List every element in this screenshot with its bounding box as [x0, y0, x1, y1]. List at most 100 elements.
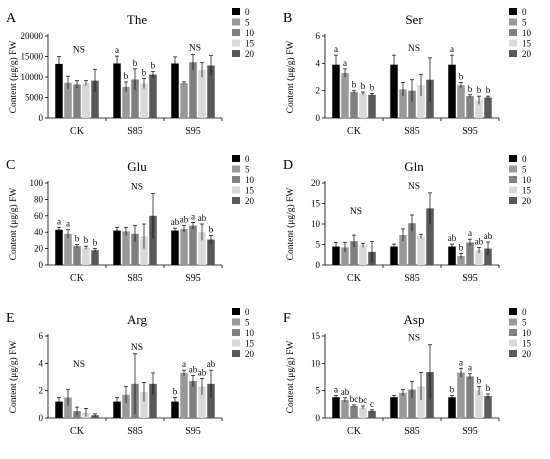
x-tick-label: CK	[70, 426, 85, 437]
bar	[113, 230, 121, 265]
bar	[457, 255, 465, 265]
legend-label: 15	[245, 339, 255, 349]
bar	[484, 396, 492, 418]
y-tick-label: 4	[316, 58, 321, 68]
bar	[64, 397, 72, 418]
panel-letter: D	[283, 158, 293, 173]
x-tick-label: S95	[462, 426, 478, 437]
legend-swatch	[232, 176, 240, 183]
significance-letter: c	[370, 399, 374, 409]
legend-label: 20	[245, 349, 255, 359]
bar	[448, 397, 456, 418]
y-tick-label: 5000	[25, 93, 44, 103]
significance-letter: b	[84, 235, 89, 245]
legend-swatch	[232, 39, 240, 47]
legend-label: 5	[522, 18, 527, 28]
legend-swatch	[509, 350, 517, 357]
legend-swatch	[232, 350, 240, 357]
bar	[140, 392, 148, 418]
legend-swatch	[509, 308, 517, 315]
y-tick-label: 40	[34, 227, 44, 237]
bar	[359, 407, 367, 418]
x-tick-label: S95	[185, 273, 201, 284]
bar	[426, 208, 434, 265]
significance-letter: ab	[341, 387, 350, 397]
x-tick-label: S85	[127, 273, 143, 284]
bar	[466, 242, 474, 265]
significance-letter: b	[93, 238, 98, 248]
significance-letter: a	[459, 357, 463, 367]
bar	[73, 246, 81, 265]
bar	[475, 250, 483, 265]
significance-letter: a	[334, 385, 338, 395]
significance-letter: b	[124, 71, 129, 81]
bar	[448, 246, 456, 265]
legend-label: 5	[245, 318, 250, 328]
bar	[332, 397, 340, 418]
y-tick-label: 2	[39, 386, 44, 396]
x-tick-label: S85	[404, 426, 420, 437]
significance-letter: a	[343, 58, 347, 68]
y-axis-label: Content (μg/g) FW	[8, 41, 19, 114]
bar	[198, 232, 206, 265]
x-tick-label: CK	[347, 126, 362, 137]
bar	[417, 85, 425, 118]
panel-letter: E	[6, 311, 15, 326]
bar	[475, 390, 483, 418]
significance-letter: b	[142, 68, 147, 78]
bar	[91, 250, 99, 265]
x-tick-label: S85	[127, 426, 143, 437]
y-axis-label: Content (μg/g) FW	[8, 341, 19, 414]
bar	[408, 389, 416, 418]
significance-letter: b	[352, 80, 357, 90]
significance-letter: b	[468, 84, 473, 94]
bar	[341, 399, 349, 418]
significance-letter: b	[151, 61, 156, 71]
bar	[359, 93, 367, 118]
bar	[207, 383, 215, 418]
legend-label: 0	[245, 7, 250, 17]
legend-swatch	[232, 339, 240, 347]
chart-title: Arg	[127, 312, 147, 327]
legend-swatch	[509, 339, 517, 347]
bar	[113, 401, 121, 418]
bar	[350, 405, 358, 418]
bar	[171, 63, 179, 118]
panel-letter: F	[283, 311, 291, 326]
bar	[399, 392, 407, 418]
bar	[140, 83, 148, 118]
bar	[332, 246, 340, 265]
significance-letter: a	[450, 44, 454, 54]
significance-letter: a	[182, 359, 186, 369]
bar	[198, 70, 206, 118]
bar	[448, 64, 456, 118]
significance-letter: ab	[180, 215, 189, 225]
bar	[417, 386, 425, 418]
y-tick-label: 10	[311, 219, 321, 229]
significance-letter: b	[370, 82, 375, 92]
significance-letter: b	[361, 81, 366, 91]
legend-swatch	[232, 186, 240, 194]
significance-letter: ab	[448, 233, 457, 243]
y-tick-label: 6	[316, 31, 321, 41]
y-tick-label: 80	[34, 194, 44, 204]
bar	[390, 397, 398, 418]
legend-label: 0	[522, 154, 527, 164]
legend-swatch	[509, 197, 517, 204]
y-tick-label: 20	[34, 244, 44, 254]
chart-title: Glu	[127, 159, 147, 174]
y-tick-label: 100	[30, 178, 44, 188]
y-tick-label: 15	[311, 199, 321, 209]
legend-swatch	[509, 165, 517, 173]
significance-letter: bc	[359, 395, 368, 405]
legend-label: 10	[522, 328, 532, 338]
legend-swatch	[509, 186, 517, 194]
y-tick-label: 0	[316, 413, 321, 423]
significance-letter: ab	[207, 359, 216, 369]
bar	[180, 83, 188, 118]
